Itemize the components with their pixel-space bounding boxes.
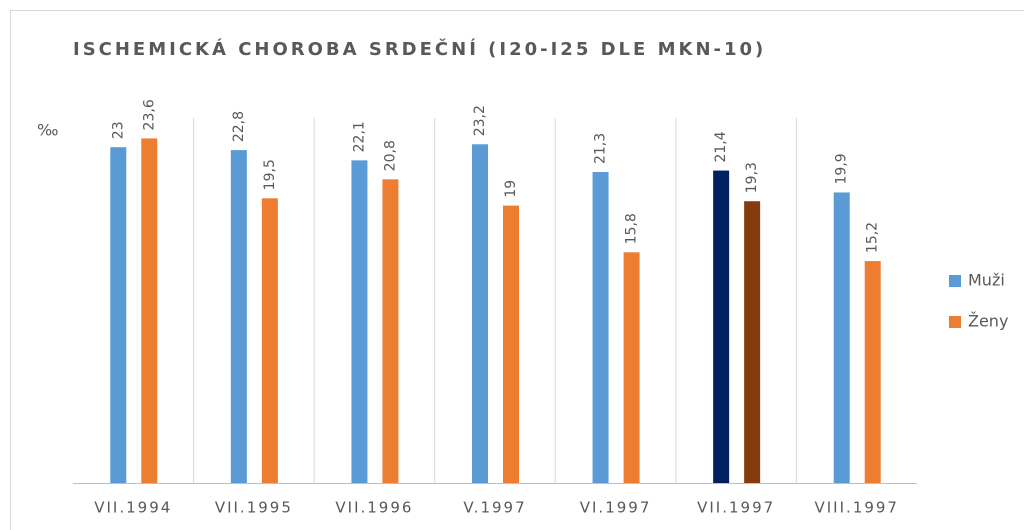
bar [382,179,399,483]
bar [713,170,730,483]
data-label: 21,3 [593,133,609,164]
data-label: 19,3 [744,162,760,193]
bar [351,160,368,483]
bar [833,192,850,483]
bar [503,205,519,483]
data-label: 19,5 [262,159,278,190]
data-label: 19 [503,180,519,198]
legend-swatch [949,275,961,287]
x-tick-label: VII.1995 [215,499,293,517]
x-tick-label: VII.1997 [697,499,775,517]
data-label: 23,2 [472,105,488,136]
bar [472,144,488,483]
legend-swatch [949,316,961,328]
data-label: 23,6 [141,99,157,130]
data-label: 15,8 [624,213,640,244]
bar [744,201,761,483]
data-label: 23 [110,121,126,139]
bar [110,147,127,483]
data-label: 15,2 [865,222,881,253]
data-label: 22,8 [231,111,247,142]
bar [864,261,881,483]
y-axis-label: ‰ [37,121,58,140]
x-tick-label: VI.1997 [580,499,652,517]
chart-title: ISCHEMICKÁ CHOROBA SRDEČNÍ (I20-I25 DLE … [73,38,766,60]
bar [261,198,278,484]
bar [141,138,158,483]
x-tick-label: VIII.1997 [814,499,898,517]
x-tick-label: VII.1994 [94,499,172,517]
data-label: 20,8 [382,140,398,171]
legend-label: Muži [968,271,1005,290]
data-label: 22,1 [351,121,367,152]
legend-label: Ženy [968,312,1008,331]
bar [623,252,640,483]
data-label: 19,9 [834,153,850,184]
data-label: 21,4 [713,131,729,162]
bar [592,172,609,483]
x-tick-label: VII.1996 [335,499,413,517]
x-tick-label: V.1997 [463,499,526,517]
bar [230,150,247,483]
